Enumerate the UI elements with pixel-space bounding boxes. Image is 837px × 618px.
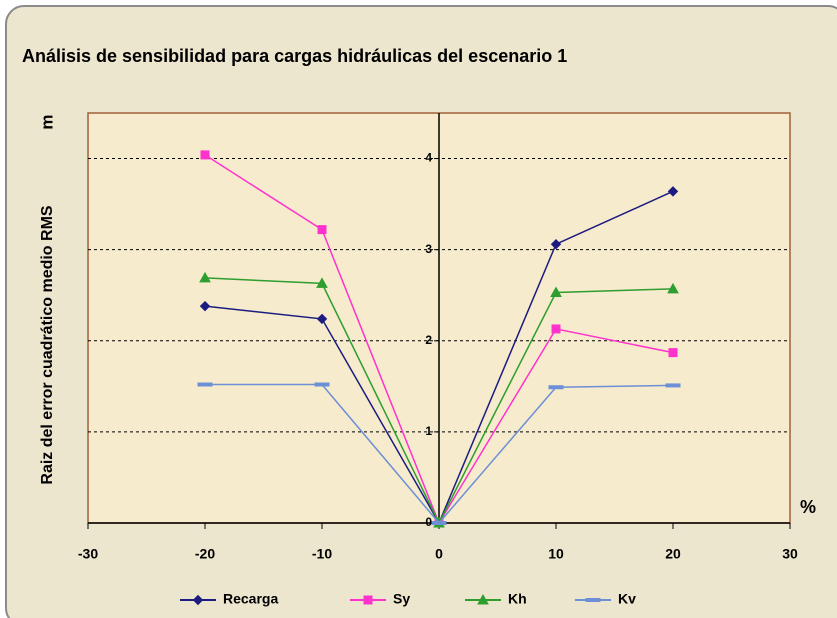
x-tick-label: 30 [782, 546, 798, 562]
marker [665, 383, 681, 388]
marker [667, 186, 679, 197]
x-tick-label: -20 [195, 546, 215, 562]
marker [317, 225, 327, 235]
legend-label: Sy [393, 591, 410, 607]
legend-marker [363, 595, 373, 605]
marker [199, 300, 211, 312]
legend-label: Kv [618, 591, 636, 607]
x-tick-label: -10 [312, 546, 332, 562]
marker [316, 313, 328, 325]
y-tick-label: 1 [425, 424, 432, 438]
legend-label: Recarga [223, 591, 278, 607]
y-unit: m [37, 114, 56, 129]
x-tick-label: 10 [548, 546, 564, 562]
legend-marker [477, 593, 489, 605]
x-tick-label: -30 [78, 546, 98, 562]
legend-label: Kh [508, 591, 527, 607]
y-axis-label: Raiz del error cuadrático medio RMS [39, 205, 56, 485]
marker [314, 382, 330, 387]
y-tick-label: 0 [425, 515, 432, 529]
y-tick-label: 2 [425, 333, 432, 347]
marker [550, 286, 562, 297]
marker [550, 238, 562, 250]
chart-title: Análisis de sensibilidad para cargas hid… [22, 46, 567, 66]
y-tick-label: 4 [425, 151, 432, 165]
legend-marker [192, 594, 204, 606]
x-unit: % [800, 497, 816, 517]
marker [316, 277, 328, 288]
x-tick-label: 0 [435, 546, 443, 562]
y-tick-label: 3 [425, 242, 432, 256]
marker [551, 324, 561, 334]
x-tick-label: 20 [665, 546, 681, 562]
legend-marker [585, 598, 601, 602]
marker [431, 521, 447, 525]
marker [199, 271, 211, 283]
marker [200, 150, 210, 160]
marker [548, 385, 564, 390]
marker [668, 348, 678, 358]
marker [197, 382, 213, 387]
marker [667, 282, 679, 294]
